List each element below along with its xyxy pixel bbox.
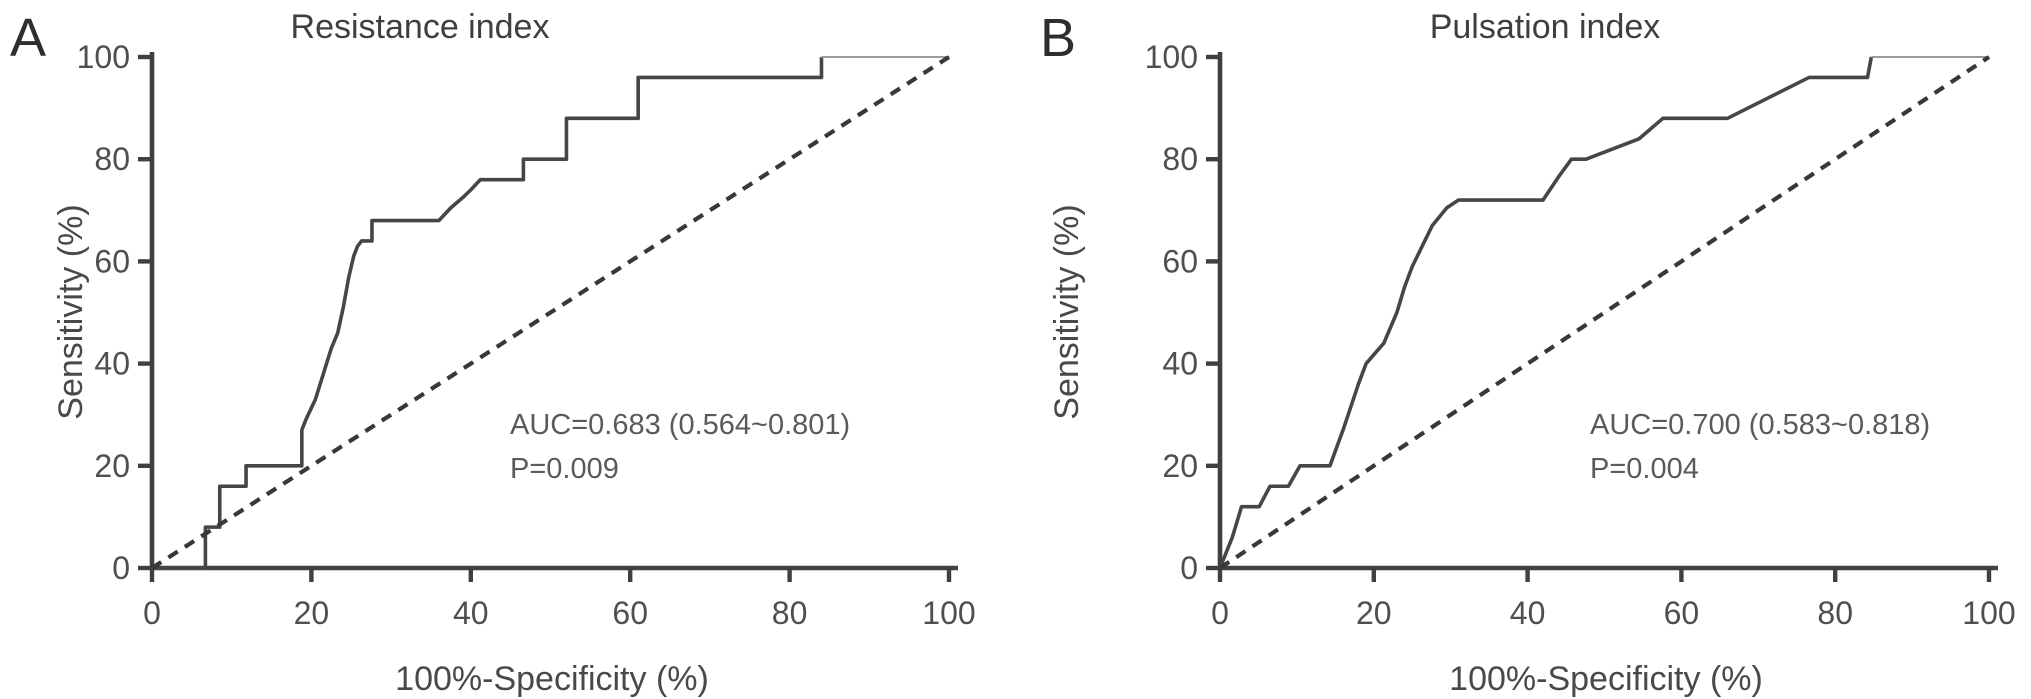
x-tick-label: 40: [453, 595, 489, 631]
y-tick-label: 0: [112, 550, 130, 586]
x-tick-label: 20: [1356, 595, 1392, 631]
p-annotation: P=0.004: [1590, 453, 1699, 485]
x-tick-label: 40: [1510, 595, 1546, 631]
panel-b: B Pulsation index Sensitivity (%) 100%-S…: [1040, 8, 2016, 698]
y-tick-label: 60: [94, 243, 130, 279]
y-axis-label: Sensitivity (%): [52, 204, 90, 419]
y-tick-label: 100: [1145, 39, 1198, 75]
roc-curve: [1218, 56, 1874, 569]
chance-diagonal: [1218, 55, 1991, 570]
x-tick-label: 100: [922, 595, 975, 631]
x-tick-label: 0: [143, 595, 161, 631]
chart-title: Pulsation index: [1430, 8, 1661, 46]
y-tick-label: 80: [1162, 141, 1198, 177]
x-tick-label: 80: [1817, 595, 1853, 631]
y-tick-label: 20: [94, 448, 130, 484]
roc-curve: [152, 57, 824, 570]
x-tick-label: 100: [1962, 595, 2015, 631]
y-tick-label: 60: [1162, 243, 1198, 279]
chart-title: Resistance index: [291, 8, 550, 46]
y-tick-label: 40: [1162, 346, 1198, 382]
y-tick-label: 80: [94, 141, 130, 177]
chance-diagonal: [150, 55, 951, 570]
y-tick-label: 0: [1180, 550, 1198, 586]
x-tick-label: 80: [772, 595, 808, 631]
panel-a-plot: 0 20 40 60 80 100 0 20 40 60 80 100: [77, 39, 976, 631]
panel-b-plot: 0 20 40 60 80 100 0 20 40 60 80 100: [1145, 39, 2016, 631]
axes-line: [149, 52, 958, 571]
y-tick-label: 100: [77, 39, 130, 75]
p-annotation: P=0.009: [510, 453, 619, 485]
x-axis-label: 100%-Specificity (%): [1449, 660, 1763, 698]
x-axis-label: 100%-Specificity (%): [395, 660, 709, 698]
y-axis-label: Sensitivity (%): [1048, 204, 1086, 419]
auc-annotation: AUC=0.683 (0.564~0.801): [510, 409, 850, 441]
panel-letter: B: [1040, 8, 1076, 68]
x-tick-label: 60: [612, 595, 648, 631]
axes-line: [1217, 52, 1998, 571]
y-tick-label: 40: [94, 346, 130, 382]
panel-a: A Resistance index Sensitivity (%) 100%-…: [10, 8, 976, 698]
x-tick-label: 20: [294, 595, 330, 631]
x-tick-label: 0: [1211, 595, 1229, 631]
y-tick-label: 20: [1162, 448, 1198, 484]
auc-annotation: AUC=0.700 (0.583~0.818): [1590, 409, 1930, 441]
x-tick-label: 60: [1664, 595, 1700, 631]
panel-letter: A: [10, 8, 46, 68]
